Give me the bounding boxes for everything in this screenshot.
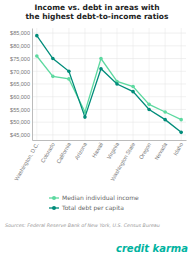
series-point: [147, 103, 151, 107]
x-grid-line: [68, 28, 69, 140]
x-tick: California: [55, 140, 72, 165]
x-grid-line: [52, 28, 53, 140]
y-grid-line: [32, 96, 186, 97]
y-tick-label: $80,000: [10, 43, 30, 49]
source-note: Sources: Federal Reserve Bank of New Yor…: [5, 223, 160, 228]
chart-title: Income vs. debt in areas withthe highest…: [26, 3, 169, 21]
x-tick: Washington, D.C.: [13, 140, 40, 182]
series-point: [179, 131, 183, 135]
x-tick: Washington State: [109, 140, 136, 182]
series-point: [51, 57, 55, 61]
y-tick: $45,000: [10, 132, 32, 138]
y-tick: $85,000: [10, 30, 32, 36]
chart-title-line: the highest debt-to-income ratios: [26, 12, 169, 21]
series-point: [67, 77, 71, 81]
y-grid-line: [32, 58, 186, 59]
plot-area: $45,000 $50,000 $55,000 $60,000 $65,000 $70,0…: [10, 28, 186, 182]
y-tick-label: $70,000: [10, 69, 30, 75]
y-tick-label: $60,000: [10, 94, 30, 100]
series-line: [37, 36, 181, 133]
series-point: [35, 54, 39, 58]
series-point: [99, 67, 103, 71]
y-grid-line: [32, 109, 186, 110]
x-tick: Oregon: [138, 140, 152, 160]
chart-svg: Income vs. debt in areas withthe highest…: [0, 0, 194, 260]
y-tick-label: $55,000: [10, 107, 30, 113]
x-tick: Nevada: [153, 140, 168, 161]
series-line: [37, 56, 181, 120]
y-tick: $80,000: [10, 43, 32, 49]
x-tick: Colorado: [40, 140, 56, 164]
x-tick-label: Virginia: [106, 141, 121, 161]
x-tick: Arizona: [73, 140, 88, 161]
legend: Median individual income Total debt per c…: [49, 194, 139, 212]
legend-swatch-marker: [52, 206, 56, 210]
y-tick: $70,000: [10, 69, 32, 75]
x-axis: Washington, D.C.ColoradoCaliforniaArizon…: [13, 140, 186, 182]
x-tick-label: Colorado: [40, 141, 56, 163]
x-tick-label: Oregon: [138, 141, 152, 160]
series-point: [163, 110, 167, 114]
x-grid-line: [36, 28, 37, 140]
y-tick: $75,000: [10, 56, 32, 62]
legend-label: Median individual income: [62, 194, 139, 201]
x-tick-label: California: [55, 141, 72, 165]
x-tick-label: Arizona: [73, 141, 88, 161]
x-grid-line: [84, 28, 85, 140]
legend-item: Median individual income: [49, 194, 139, 201]
y-tick-label: $45,000: [10, 132, 30, 138]
grid: [32, 28, 186, 140]
x-grid-line: [165, 28, 166, 140]
x-tick: Hawaii: [91, 140, 104, 159]
x-grid-line: [133, 28, 134, 140]
series-point: [99, 57, 103, 61]
series-point: [131, 85, 135, 89]
x-tick-label: Hawaii: [91, 141, 104, 158]
y-grid-line: [32, 84, 186, 85]
series-point: [67, 69, 71, 73]
legend-swatch-marker: [52, 196, 56, 200]
legend-item: Total debt per capita: [49, 204, 124, 212]
x-axis-line: [33, 140, 187, 141]
y-grid-line: [32, 33, 186, 34]
series-point: [83, 115, 87, 119]
x-grid-line: [181, 28, 182, 140]
y-axis-line: [32, 29, 33, 141]
y-tick: $50,000: [10, 119, 32, 125]
x-tick-label: Nevada: [153, 141, 168, 161]
series-point: [51, 75, 55, 79]
y-grid-line: [32, 45, 186, 46]
branding: credit karma: [116, 243, 188, 254]
y-tick: $60,000: [10, 94, 32, 100]
y-grid-line: [32, 134, 186, 135]
chart-title-line: Income vs. debt in areas with: [34, 3, 159, 12]
y-axis: $45,000 $50,000 $55,000 $60,000 $65,000 $70,0…: [10, 29, 32, 141]
x-tick-label: Washington State: [109, 141, 136, 181]
y-tick-label: $65,000: [10, 81, 30, 87]
x-grid-line: [149, 28, 150, 140]
y-tick: $65,000: [10, 81, 32, 87]
series-point: [35, 34, 39, 38]
y-tick: $55,000: [10, 107, 32, 113]
series-point: [179, 118, 183, 122]
series-point: [163, 118, 167, 122]
x-grid-line: [100, 28, 101, 140]
y-tick-label: $75,000: [10, 56, 30, 62]
x-tick: Idaho: [172, 140, 184, 156]
legend-label: Total debt per capita: [61, 204, 124, 212]
series-point: [115, 82, 119, 86]
y-tick-label: $85,000: [10, 30, 30, 36]
x-tick-label: Idaho: [172, 141, 184, 156]
y-tick-label: $50,000: [10, 119, 30, 125]
x-tick-label: Washington, D.C.: [13, 141, 40, 182]
x-tick: Virginia: [106, 140, 121, 160]
series-point: [147, 108, 151, 112]
y-grid-line: [32, 122, 186, 123]
series-point: [131, 90, 135, 94]
data-marks: [35, 34, 183, 134]
